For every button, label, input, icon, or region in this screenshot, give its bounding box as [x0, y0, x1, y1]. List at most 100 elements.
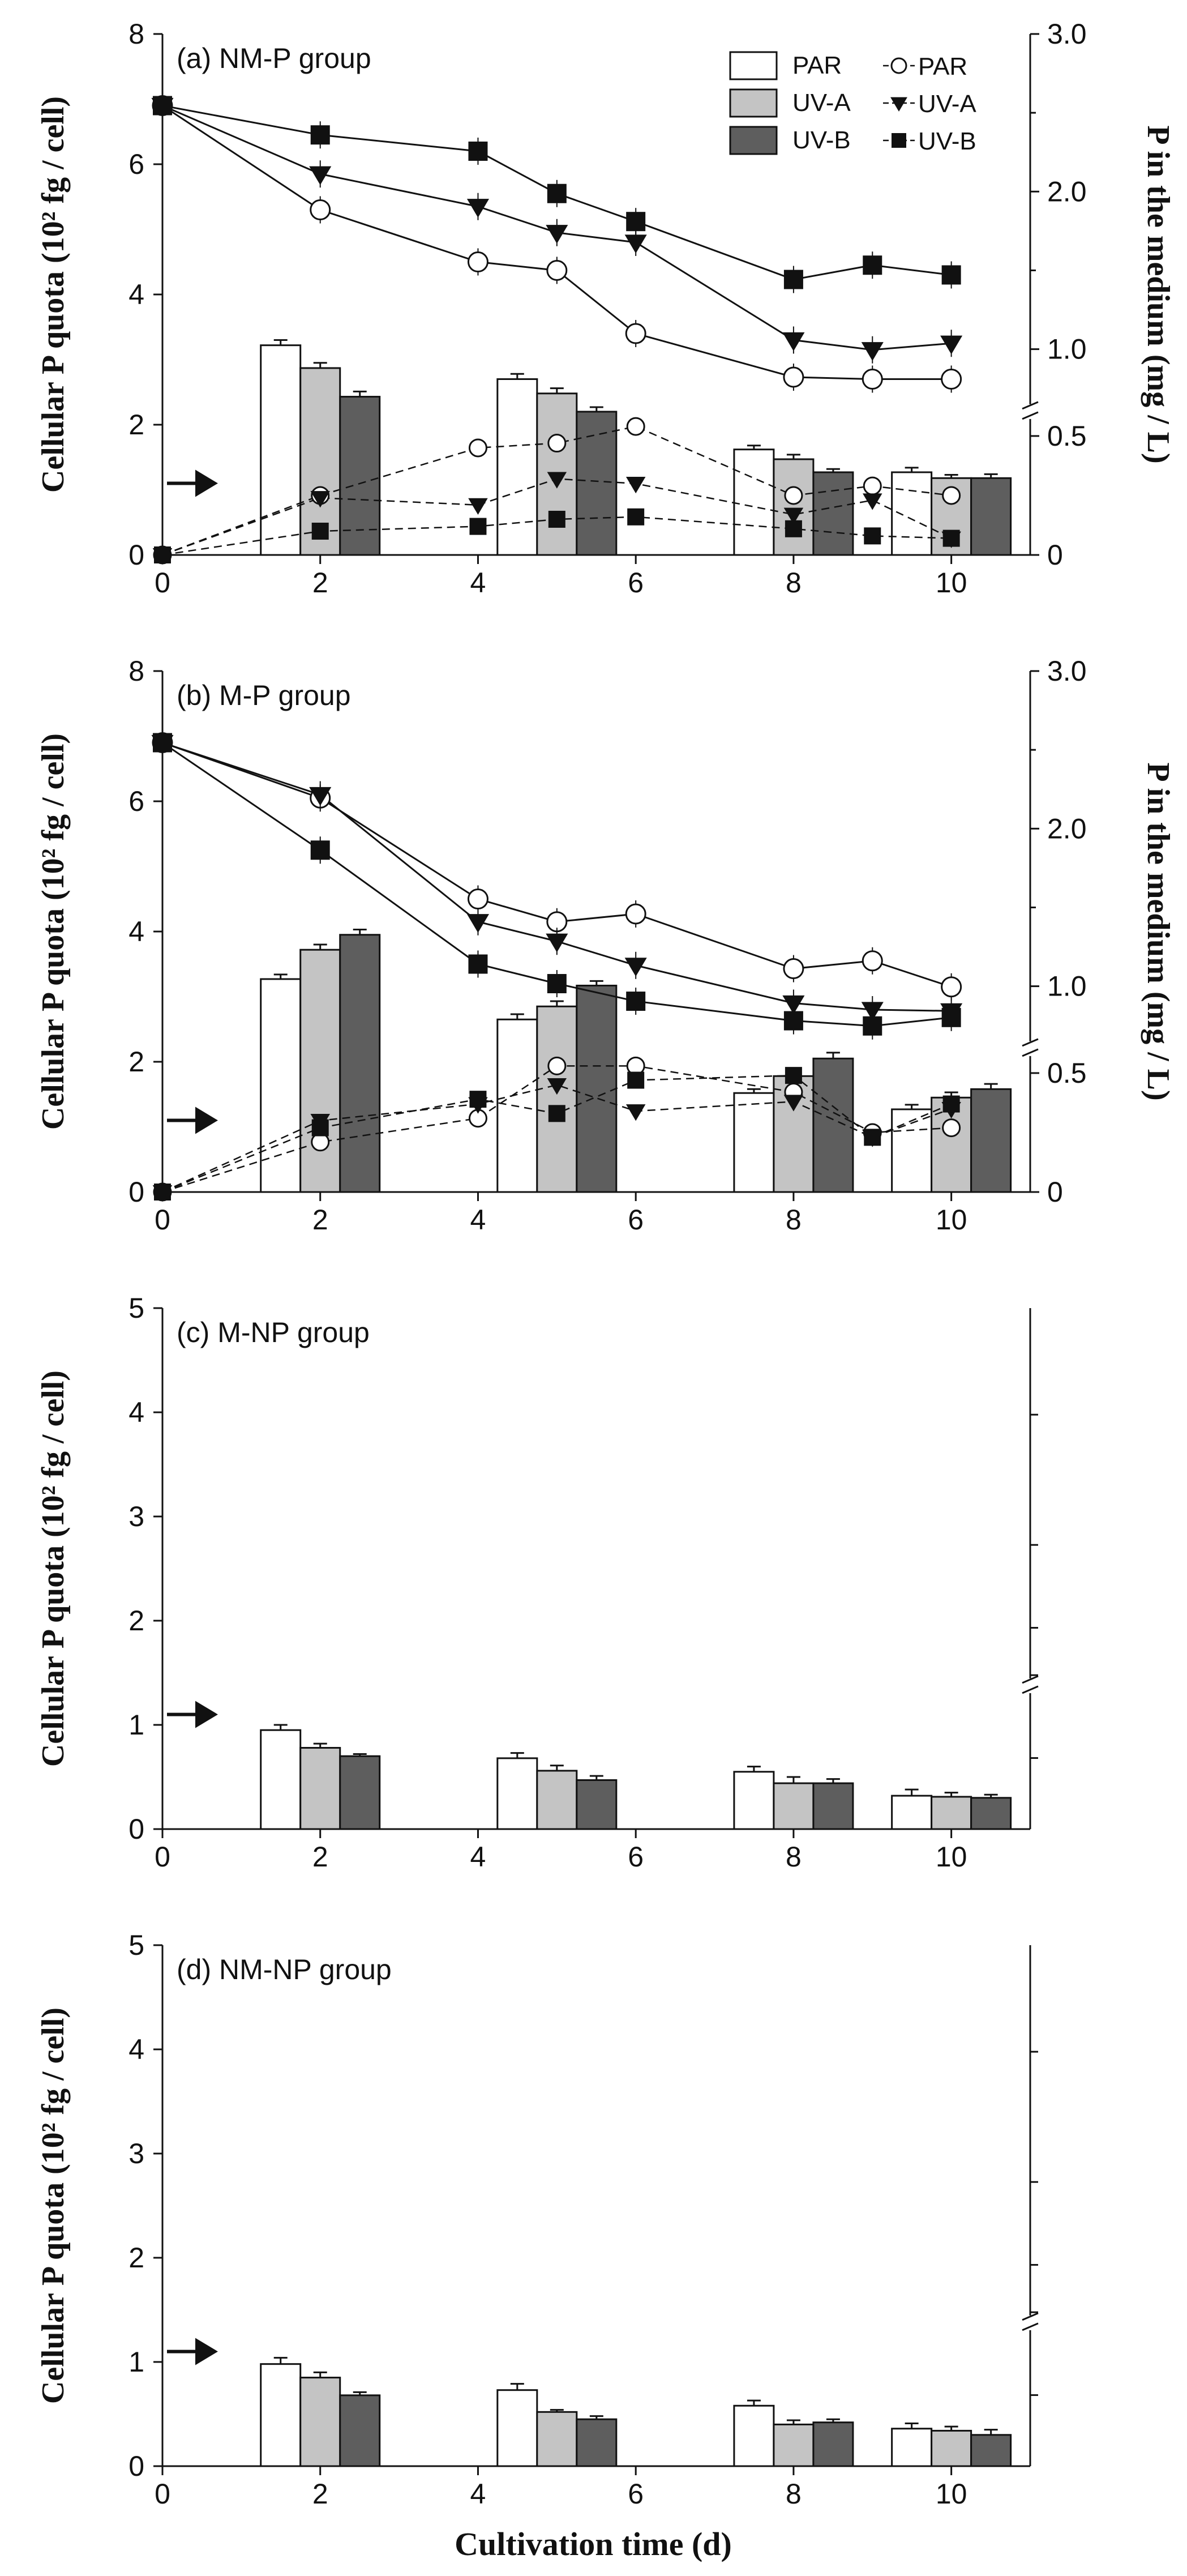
- x-tick-label: 6: [628, 567, 644, 599]
- y-tick-label-right: 2.0: [1047, 813, 1087, 844]
- arrow-head: [195, 469, 218, 497]
- line-cellular-par: [162, 105, 952, 380]
- bar-error-bar: [510, 1013, 524, 1020]
- bar-error-bar: [905, 467, 919, 472]
- bar-par-day2: [260, 2363, 302, 2467]
- bar-par-day10: [891, 471, 933, 556]
- bar-par-day8: [733, 448, 775, 556]
- axis-break-right: [1022, 1675, 1039, 1694]
- bar-error-bar: [589, 1775, 603, 1780]
- initial-quota-arrow: [167, 469, 218, 497]
- axis-break-line: [1022, 1675, 1039, 1684]
- y-tick-label-left: 4: [128, 1396, 144, 1428]
- point-uv-a-upper: [309, 787, 332, 806]
- bar-uv-a-day2: [299, 949, 341, 1193]
- bar-error-bar: [905, 1788, 919, 1796]
- point-uv-b-lower: [311, 1119, 329, 1137]
- point-par-upper: [625, 903, 646, 925]
- axis-break-right: [1022, 1038, 1039, 1057]
- y-axis-label-left: Cellular P quota (10² fg / cell): [36, 2007, 71, 2404]
- legend-label-line: PAR: [918, 53, 967, 80]
- line-medium-uv-a: [162, 478, 952, 556]
- x-tick-label: 6: [628, 1204, 644, 1236]
- y-tick-label-right: 2.0: [1047, 176, 1087, 207]
- point-par-upper: [862, 950, 883, 972]
- x-tick-label: 4: [470, 567, 486, 599]
- y-tick-label-right: 1.0: [1047, 971, 1087, 1002]
- legend-label-line: UV-A: [918, 90, 976, 118]
- bar-error-bar: [550, 1765, 564, 1771]
- point-par-lower: [942, 486, 961, 505]
- point-uv-b-lower: [942, 529, 960, 547]
- point-par-upper: [862, 369, 883, 390]
- y-tick-label-left: 8: [128, 655, 144, 687]
- bar-error-bar: [273, 1724, 288, 1731]
- x-tick-label: 2: [312, 1841, 328, 1873]
- point-uv-b-upper: [941, 1007, 961, 1027]
- y-tick-label-right: 0.5: [1047, 1057, 1087, 1089]
- x-tick-label: 0: [155, 1841, 170, 1873]
- axis-break-line: [1022, 1038, 1039, 1047]
- point-uv-a-lower: [783, 507, 804, 524]
- y-tick-label-right: 0: [1047, 1176, 1063, 1208]
- bar-error-bar: [984, 473, 998, 479]
- x-tick-label: 10: [936, 567, 967, 599]
- point-uv-a-lower: [783, 1095, 804, 1112]
- point-uv-a-upper: [309, 166, 332, 185]
- bar-uv-b-day10: [970, 2434, 1012, 2467]
- bar-error-bar: [747, 1088, 761, 1093]
- bar-par-day10: [891, 1795, 933, 1830]
- y-axis-label-right: P in the medium (mg / L): [1141, 125, 1176, 463]
- line-medium-uv-a: [162, 1084, 952, 1193]
- y-tick-label-left: 3: [128, 1501, 144, 1532]
- point-uv-a-upper: [861, 1002, 884, 1021]
- bar-uv-b-day2: [339, 1755, 381, 1830]
- point-par-upper: [467, 888, 488, 909]
- point-uv-a-lower: [547, 472, 567, 489]
- bar-error-bar: [826, 468, 840, 472]
- point-par-lower: [784, 486, 803, 505]
- point-uv-b-lower: [469, 1091, 487, 1108]
- point-uv-b-lower: [864, 1129, 881, 1146]
- y-tick-label-left: 4: [128, 279, 144, 310]
- point-uv-b-lower: [627, 1071, 645, 1089]
- x-tick-label: 0: [155, 567, 170, 599]
- panel-b: 0 2 4 6 8 10 0 2 4 6 8 0 0.5 1.0 2.0 3.0 (b) M-P group Ce…: [36, 655, 1176, 1236]
- axis-break-gap: [1022, 1678, 1038, 1693]
- bar-error-bar: [353, 929, 367, 935]
- x-tick-label: 8: [786, 1841, 802, 1873]
- bar-error-bar: [905, 2423, 919, 2429]
- bar-error-bar: [313, 362, 327, 368]
- bar-error-bar: [550, 1000, 564, 1007]
- bar-par-day8: [733, 1092, 775, 1193]
- bar-uv-b-day5: [576, 2418, 618, 2467]
- point-uv-a-upper: [466, 914, 490, 933]
- point-uv-b-upper: [941, 265, 961, 285]
- x-tick-label: 0: [155, 1204, 170, 1236]
- point-par-lower: [863, 476, 882, 495]
- bar-par-day2: [260, 978, 302, 1193]
- axis-break-line: [1022, 1685, 1039, 1694]
- y-tick-label-left: 0: [128, 1813, 144, 1845]
- point-uv-b-lower: [311, 522, 329, 540]
- bar-par-day8: [733, 1771, 775, 1830]
- panel-a: 0 2 4 6 8 10 0 2 4 6 8 0 0.5 1.0 2.0 3.0 (a) NM-P group C…: [36, 18, 1176, 599]
- point-par-lower: [942, 1118, 961, 1138]
- bar-uv-b-day2: [339, 396, 381, 556]
- point-par-upper: [546, 259, 568, 281]
- point-uv-b-upper: [310, 840, 330, 860]
- axis-break-right: [1022, 2312, 1039, 2331]
- bar-error-bar: [826, 1052, 840, 1059]
- legend: PAR UV-A UV-B PAR UV-A UV-B: [729, 51, 976, 155]
- arrow-head: [195, 1107, 218, 1134]
- bar-uv-a-day2: [299, 2377, 341, 2467]
- y-tick-label-left: 2: [128, 1605, 144, 1637]
- axis-break-right: [1022, 401, 1039, 420]
- point-uv-b-upper: [783, 270, 803, 289]
- line-cellular-uv-b: [162, 742, 952, 1027]
- y-axis-label-right: P in the medium (mg / L): [1141, 762, 1176, 1100]
- bar-error-bar: [353, 390, 367, 397]
- x-tick-label: 4: [470, 1204, 486, 1236]
- x-tick-label: 10: [936, 2478, 967, 2510]
